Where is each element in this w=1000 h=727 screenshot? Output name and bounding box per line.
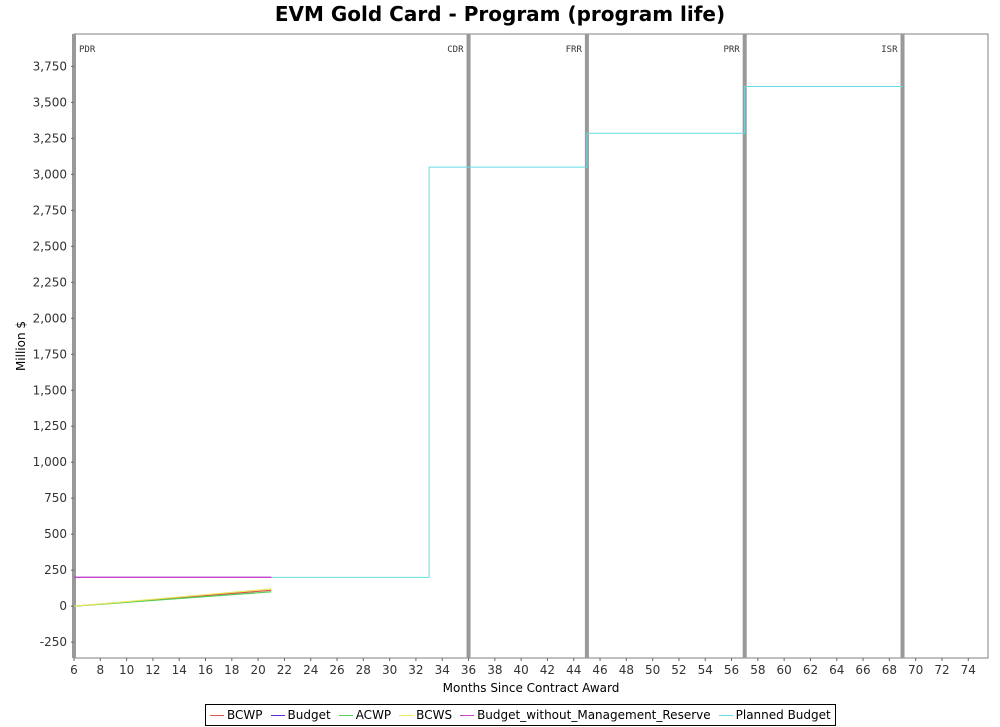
legend-item-acwp: ACWP	[338, 708, 392, 722]
milestone-bar-frr	[584, 34, 589, 658]
x-tick-label: 54	[698, 663, 713, 677]
legend-item-planned-budget: Planned Budget	[718, 708, 831, 722]
y-tick-label: 1,750	[33, 347, 67, 361]
x-tick-label: 32	[408, 663, 423, 677]
x-tick-label: 12	[145, 663, 160, 677]
series-line-planned-budget	[271, 86, 903, 578]
chart-title: EVM Gold Card - Program (program life)	[274, 2, 726, 26]
x-tick-label: 68	[882, 663, 897, 677]
x-tick-label: 72	[934, 663, 949, 677]
legend-item-bcwp: BCWP	[210, 708, 263, 722]
y-tick-label: 2,250	[33, 275, 67, 289]
x-tick-label: 40	[513, 663, 528, 677]
x-tick-label: 10	[119, 663, 134, 677]
plot-area	[73, 33, 989, 659]
x-tick-label: 16	[198, 663, 213, 677]
y-tick-label: 250	[44, 563, 67, 577]
milestone-layer: PDR CDR FRR PRR ISR	[72, 34, 905, 658]
x-tick-label: 56	[724, 663, 739, 677]
x-tick-label: 60	[777, 663, 792, 677]
milestone-bar-isr	[900, 34, 905, 658]
legend-item-budget-without-management-reserve: Budget_without_Management_Reserve	[460, 708, 711, 722]
milestone-label-prr: PRR	[723, 45, 740, 55]
legend-item-bcws: BCWS	[399, 708, 452, 722]
legend-label: ACWP	[355, 708, 392, 722]
x-tick-label: 48	[619, 663, 634, 677]
x-axis-title: Months Since Contract Award	[443, 681, 620, 695]
x-tick-label: 20	[250, 663, 265, 677]
y-tick-label: 2,500	[33, 239, 67, 253]
x-tick-label: 28	[356, 663, 371, 677]
x-tick-label: 66	[855, 663, 870, 677]
x-tick-label: 74	[961, 663, 976, 677]
legend-label: BCWP	[227, 708, 263, 722]
y-tick-label: 500	[44, 527, 67, 541]
y-tick-label: 1,250	[33, 419, 67, 433]
x-tick-label: 30	[382, 663, 397, 677]
legend-swatch	[718, 714, 733, 716]
x-tick-label: 36	[461, 663, 476, 677]
x-tick-label: 42	[540, 663, 555, 677]
y-tick-label: 3,750	[33, 59, 67, 73]
milestone-bar-prr	[742, 34, 747, 658]
x-tick-label: 58	[750, 663, 765, 677]
y-axis-title: Million $	[14, 321, 28, 371]
x-tick-label: 70	[908, 663, 923, 677]
milestone-label-frr: FRR	[566, 45, 583, 55]
x-tick-label: 44	[566, 663, 581, 677]
x-tick-label: 6	[70, 663, 78, 677]
legend: BCWP Budget ACWP BCWS Budget_without_Managem…	[205, 704, 836, 726]
x-tick-label: 22	[277, 663, 292, 677]
milestone-bar-cdr	[466, 34, 471, 658]
y-tick-label: 0	[59, 599, 67, 613]
legend-item-budget: Budget	[270, 708, 331, 722]
legend-swatch	[338, 714, 353, 716]
x-tick-label: 24	[303, 663, 318, 677]
legend-label: Planned Budget	[735, 708, 831, 722]
milestone-bar-pdr	[72, 34, 76, 658]
x-tick-label: 50	[645, 663, 660, 677]
legend-swatch	[460, 714, 475, 716]
x-tick-label: 62	[803, 663, 818, 677]
x-tick-label: 38	[487, 663, 502, 677]
y-tick-label: 2,000	[33, 311, 67, 325]
x-tick-label: 8	[96, 663, 104, 677]
y-tick-label: -250	[40, 635, 67, 649]
y-tick-label: 3,500	[33, 95, 67, 109]
x-tick-label: 52	[671, 663, 686, 677]
y-tick-label: 3,250	[33, 131, 67, 145]
x-tick-label: 14	[172, 663, 187, 677]
x-tick-label: 18	[224, 663, 239, 677]
milestone-label-pdr: PDR	[79, 45, 96, 55]
y-tick-label: 2,750	[33, 203, 67, 217]
series-layer	[73, 86, 903, 607]
legend-label: Budget	[287, 708, 331, 722]
y-tick-label: 750	[44, 491, 67, 505]
legend-swatch	[210, 714, 224, 716]
legend-label: Budget_without_Management_Reserve	[477, 708, 711, 722]
y-tick-label: 3,000	[33, 167, 67, 181]
legend-label: BCWS	[416, 708, 453, 722]
milestone-label-cdr: CDR	[447, 45, 464, 55]
legend-swatch	[399, 714, 414, 716]
x-tick-label: 46	[592, 663, 607, 677]
x-tick-label: 64	[829, 663, 844, 677]
axis-layer: 6 8 10 12 14 16 18 20 22 24 26 28 30 32 34 36 38 40 42 44 46…	[33, 59, 976, 677]
milestone-label-isr: ISR	[881, 45, 898, 55]
x-tick-label: 34	[435, 663, 450, 677]
y-tick-label: 1,000	[33, 455, 67, 469]
x-tick-label: 26	[329, 663, 344, 677]
y-tick-label: 1,500	[33, 383, 67, 397]
legend-swatch	[270, 714, 285, 716]
series-line-bcws	[73, 588, 272, 607]
